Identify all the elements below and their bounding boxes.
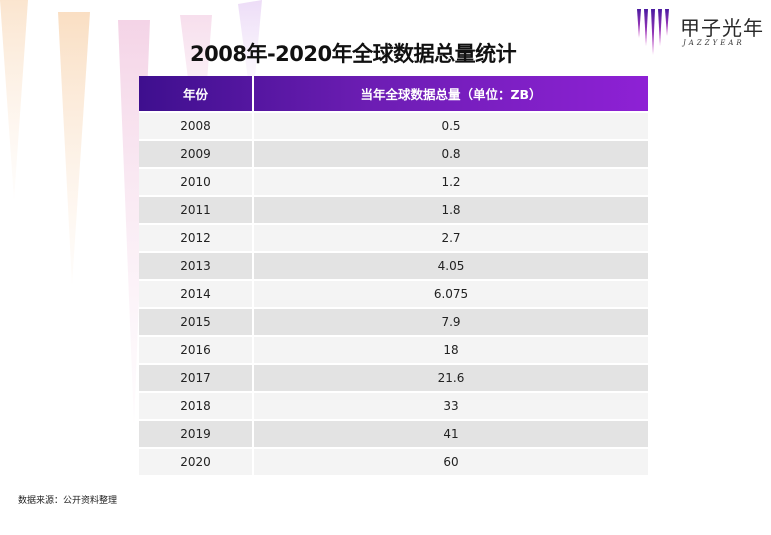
table-row: 2018 33 xyxy=(139,391,648,420)
jazzyear-logo: 甲子光年 JAZZYEAR xyxy=(636,8,766,58)
year-cell: 2019 xyxy=(139,419,254,448)
volume-cell: 33 xyxy=(253,391,648,420)
table-row: 2010 1.2 xyxy=(139,167,648,196)
table-row: 2011 1.8 xyxy=(139,195,648,224)
volume-cell: 2.7 xyxy=(253,223,648,252)
data-volume-table: 年份 当年全球数据总量（单位：ZB） 2008 0.5 2009 0.8 201… xyxy=(139,76,648,475)
volume-cell: 4.05 xyxy=(253,251,648,280)
volume-cell: 7.9 xyxy=(253,307,648,336)
volume-cell: 41 xyxy=(253,419,648,448)
table-row: 2013 4.05 xyxy=(139,251,648,280)
year-cell: 2008 xyxy=(139,111,254,140)
volume-cell: 1.8 xyxy=(253,195,648,224)
table-row: 2017 21.6 xyxy=(139,363,648,392)
volume-cell: 0.5 xyxy=(253,111,648,140)
year-cell: 2015 xyxy=(139,307,254,336)
source-note: 数据来源：公开资料整理 xyxy=(18,496,118,506)
year-cell: 2014 xyxy=(139,279,254,308)
year-cell: 2012 xyxy=(139,223,254,252)
volume-cell: 6.075 xyxy=(253,279,648,308)
year-cell: 2020 xyxy=(139,447,254,475)
column-header-year: 年份 xyxy=(139,76,254,112)
table-row: 2012 2.7 xyxy=(139,223,648,252)
table-row: 2020 60 xyxy=(139,447,648,475)
volume-cell: 18 xyxy=(253,335,648,364)
year-cell: 2010 xyxy=(139,167,254,196)
table-row: 2014 6.075 xyxy=(139,279,648,308)
year-cell: 2009 xyxy=(139,139,254,168)
volume-cell: 21.6 xyxy=(253,363,648,392)
volume-cell: 60 xyxy=(253,447,648,475)
table-row: 2019 41 xyxy=(139,419,648,448)
table-row: 2009 0.8 xyxy=(139,139,648,168)
logo-subtitle: JAZZYEAR xyxy=(683,39,745,47)
volume-cell: 1.2 xyxy=(253,167,648,196)
logo-mark-icon xyxy=(637,9,669,55)
table-row: 2008 0.5 xyxy=(139,111,648,140)
year-cell: 2013 xyxy=(139,251,254,280)
year-cell: 2017 xyxy=(139,363,254,392)
table-row: 2015 7.9 xyxy=(139,307,648,336)
page-title: 2008年-2020年全球数据总量统计 xyxy=(190,42,517,66)
table-row: 2016 18 xyxy=(139,335,648,364)
table-header-row: 年份 当年全球数据总量（单位：ZB） xyxy=(139,76,648,112)
year-cell: 2016 xyxy=(139,335,254,364)
year-cell: 2018 xyxy=(139,391,254,420)
logo-name: 甲子光年 xyxy=(680,16,764,40)
year-cell: 2011 xyxy=(139,195,254,224)
volume-cell: 0.8 xyxy=(253,139,648,168)
column-header-volume: 当年全球数据总量（单位：ZB） xyxy=(360,87,542,102)
